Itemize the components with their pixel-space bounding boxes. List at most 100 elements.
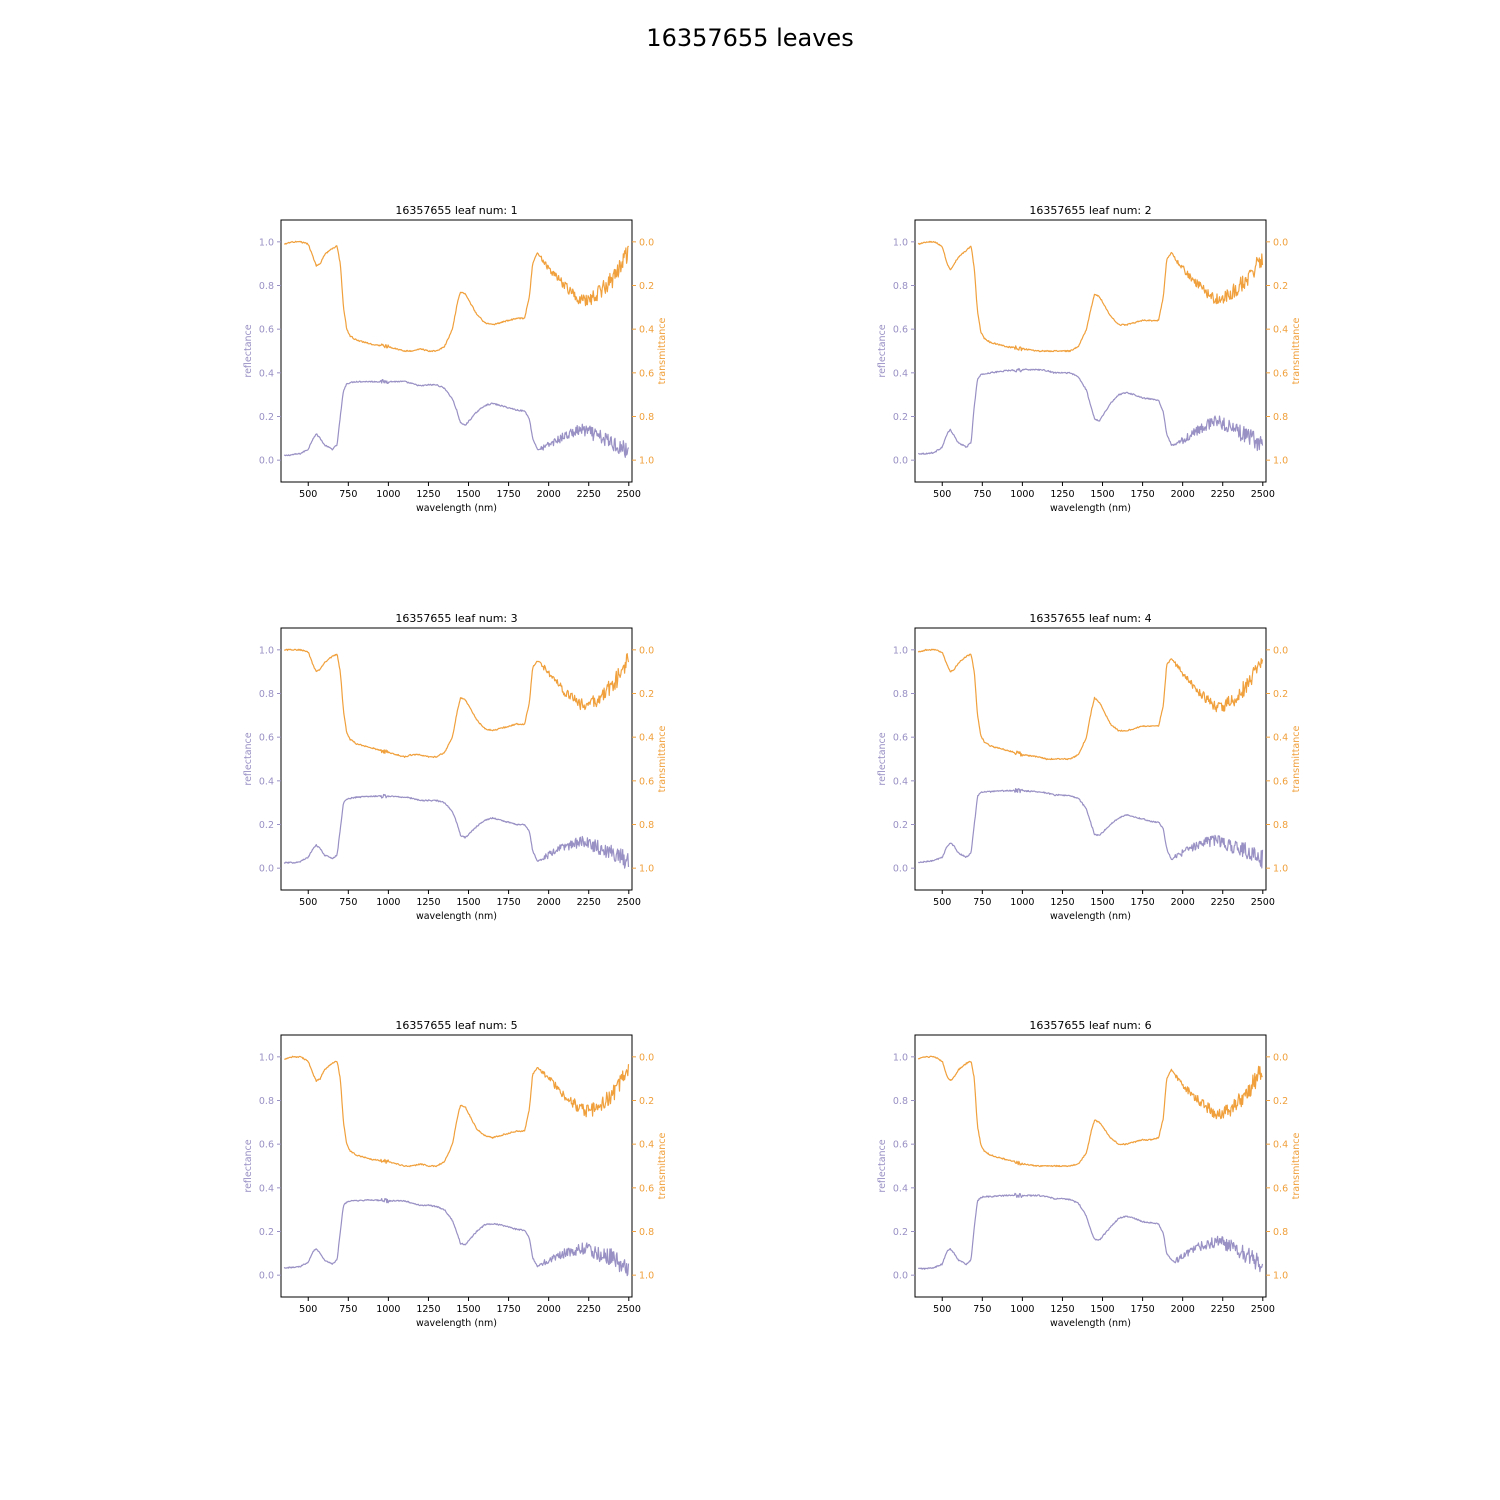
y2-tick-label: 0.8 (1273, 820, 1288, 831)
y-tick-label: 0.4 (259, 368, 274, 379)
y2-tick-label: 0.8 (639, 412, 654, 423)
y2-tick-label: 0.0 (639, 1052, 654, 1063)
x-tick-label: 2250 (577, 1304, 601, 1315)
y2-axis-label: transmittance (657, 726, 668, 793)
x-tick-label: 1250 (416, 1304, 440, 1315)
y-tick-label: 0.8 (893, 1096, 908, 1107)
x-tick-label: 2000 (537, 1304, 561, 1315)
x-tick-label: 2000 (537, 897, 561, 908)
y2-tick-label: 0.2 (1273, 689, 1288, 700)
x-tick-label: 1750 (1130, 1304, 1154, 1315)
y2-axis-label: transmittance (1291, 318, 1302, 385)
y2-axis-label: transmittance (657, 1133, 668, 1200)
x-tick-label: 1750 (1130, 489, 1154, 500)
x-axis-label: wavelength (nm) (1050, 503, 1131, 514)
x-tick-label: 1000 (1010, 1304, 1034, 1315)
x-tick-label: 750 (973, 1304, 991, 1315)
chart-panel-1: 16357655 leaf num: 1 500 750 1000 1250 1500 17… (243, 204, 668, 514)
x-tick-label: 1500 (1090, 489, 1114, 500)
reflectance-line (918, 367, 1264, 455)
y-tick-label: 0.6 (259, 733, 274, 744)
x-tick-label: 500 (933, 489, 951, 500)
x-tick-label: 1500 (456, 489, 480, 500)
y2-tick-label: 0.6 (639, 1183, 654, 1194)
x-tick-label: 2500 (617, 897, 641, 908)
chart-title: 16357655 leaf num: 2 (1029, 204, 1151, 217)
x-tick-label: 750 (339, 1304, 357, 1315)
reflectance-line (283, 379, 630, 458)
reflectance-line (283, 793, 630, 869)
x-axis-label: wavelength (nm) (416, 911, 497, 922)
y2-tick-label: 0.8 (1273, 412, 1288, 423)
y2-tick-label: 0.2 (639, 689, 654, 700)
x-tick-label: 1250 (1050, 897, 1074, 908)
x-tick-label: 1750 (496, 1304, 520, 1315)
y2-axis-label: transmittance (1291, 1133, 1302, 1200)
x-axis-label: wavelength (nm) (416, 503, 497, 514)
x-tick-label: 750 (973, 897, 991, 908)
x-tick-label: 1750 (496, 897, 520, 908)
x-tick-label: 2250 (577, 489, 601, 500)
y2-tick-label: 1.0 (639, 456, 654, 467)
chart-title: 16357655 leaf num: 4 (1029, 612, 1151, 625)
x-tick-label: 2500 (1251, 489, 1275, 500)
y2-axis-label: transmittance (657, 318, 668, 385)
y-tick-label: 1.0 (259, 645, 274, 656)
y-tick-label: 0.0 (259, 864, 274, 875)
y2-tick-label: 0.0 (639, 237, 654, 248)
y-tick-label: 0.6 (893, 1140, 908, 1151)
x-tick-label: 1750 (1130, 897, 1154, 908)
x-axis-label: wavelength (nm) (416, 1318, 497, 1329)
chart-panel-2: 16357655 leaf num: 2 500 750 1000 1250 1500 17… (877, 204, 1302, 514)
y2-tick-label: 0.6 (639, 776, 654, 787)
chart-title: 16357655 leaf num: 5 (395, 1019, 517, 1032)
y-tick-label: 0.2 (259, 412, 274, 423)
x-tick-label: 500 (299, 897, 317, 908)
x-tick-label: 1500 (456, 897, 480, 908)
y-tick-label: 0.0 (259, 1271, 274, 1282)
y2-tick-label: 0.6 (639, 368, 654, 379)
x-tick-label: 1250 (416, 489, 440, 500)
x-tick-label: 2250 (1211, 1304, 1235, 1315)
y2-tick-label: 0.2 (1273, 281, 1288, 292)
y2-tick-label: 0.4 (1273, 325, 1288, 336)
x-tick-label: 1000 (376, 897, 400, 908)
x-tick-label: 2500 (1251, 897, 1275, 908)
y-tick-label: 0.2 (893, 820, 908, 831)
y-tick-label: 0.4 (259, 776, 274, 787)
y2-axis-label: transmittance (1291, 726, 1302, 793)
y-tick-label: 0.2 (259, 820, 274, 831)
x-tick-label: 500 (933, 1304, 951, 1315)
x-tick-label: 2500 (1251, 1304, 1275, 1315)
transmittance-line (284, 1055, 630, 1168)
chart-panel-4: 16357655 leaf num: 4 500 750 1000 1250 1500 17… (877, 612, 1302, 922)
y-tick-label: 0.8 (259, 689, 274, 700)
axes-frame (280, 627, 633, 891)
x-tick-label: 1000 (1010, 489, 1034, 500)
y-tick-label: 1.0 (259, 237, 274, 248)
y2-tick-label: 1.0 (639, 1271, 654, 1282)
y-tick-label: 0.0 (893, 456, 908, 467)
y-tick-label: 0.6 (259, 1140, 274, 1151)
chart-panel-3: 16357655 leaf num: 3 500 750 1000 1250 1500 17… (243, 612, 668, 922)
reflectance-line (918, 1192, 1264, 1273)
axes-frame (914, 1034, 1267, 1298)
figure-title: 16357655 leaves (646, 24, 854, 52)
transmittance-line (284, 240, 630, 353)
y2-tick-label: 0.2 (639, 281, 654, 292)
x-tick-label: 500 (299, 489, 317, 500)
y2-tick-label: 0.8 (639, 1227, 654, 1238)
y2-tick-label: 1.0 (1273, 1271, 1288, 1282)
transmittance-line (917, 1055, 1263, 1168)
reflectance-line (918, 787, 1264, 869)
y2-tick-label: 0.8 (639, 820, 654, 831)
y-axis-label: reflectance (877, 324, 888, 377)
y-tick-label: 0.2 (259, 1227, 274, 1238)
x-tick-label: 2250 (577, 897, 601, 908)
transmittance-line (917, 648, 1264, 761)
y-axis-label: reflectance (877, 1139, 888, 1192)
x-tick-label: 1250 (1050, 1304, 1074, 1315)
transmittance-line (284, 648, 630, 759)
axes-frame (914, 219, 1267, 483)
